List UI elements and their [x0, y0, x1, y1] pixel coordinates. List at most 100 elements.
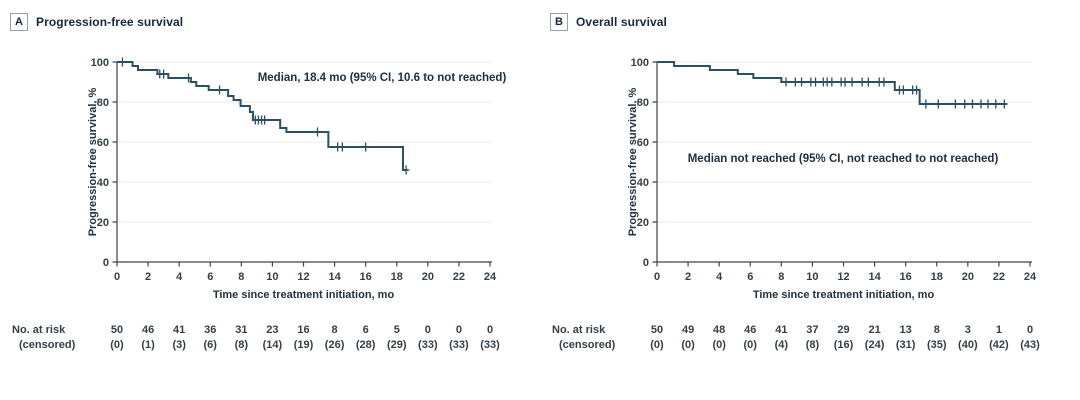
x-tick-label: 0	[114, 271, 120, 283]
censored-count: (19)	[294, 339, 314, 351]
panel-a-title: Progression-free survival	[36, 15, 184, 29]
at-risk-count: 48	[713, 324, 725, 336]
censored-count: (14)	[263, 339, 283, 351]
y-tick-label: 60	[637, 137, 649, 149]
censored-count: (33)	[480, 339, 500, 351]
censored-count: (28)	[356, 339, 376, 351]
at-risk-count: 41	[173, 324, 185, 336]
y-axis-label: Progression-free survival, %	[87, 88, 99, 237]
censor-mark	[984, 99, 992, 109]
censor-mark	[858, 77, 866, 87]
x-tick-label: 22	[993, 271, 1005, 283]
censor-mark	[934, 99, 942, 109]
at-risk-count: 0	[1027, 324, 1033, 336]
censored-count: (43)	[1020, 339, 1040, 351]
censored-count: (42)	[989, 339, 1009, 351]
at-risk-count: 8	[934, 324, 940, 336]
censor-mark	[313, 127, 321, 137]
censor-mark	[992, 99, 1000, 109]
y-tick-label: 20	[637, 217, 649, 229]
axes	[116, 62, 492, 263]
x-tick-label: 8	[778, 271, 784, 283]
censor-mark	[880, 77, 888, 87]
x-tick-label: 10	[266, 271, 278, 283]
x-tick-label: 4	[716, 271, 723, 283]
x-tick-label: 22	[453, 271, 465, 283]
censored-count: (0)	[110, 339, 124, 351]
y-tick-label: 0	[103, 257, 109, 269]
y-tick-label: 60	[97, 137, 109, 149]
at-risk-count: 1	[996, 324, 1002, 336]
at-risk-count: 5	[394, 324, 400, 336]
x-tick-label: 20	[422, 271, 434, 283]
at-risk-count: 0	[425, 324, 431, 336]
x-tick-label: 18	[391, 271, 403, 283]
x-axis-label: Time since treatment initiation, mo	[753, 289, 935, 301]
censored-count: (35)	[927, 339, 947, 351]
censor-mark	[968, 99, 976, 109]
censored-count: (0)	[650, 339, 664, 351]
x-tick-label: 4	[176, 271, 183, 283]
x-tick-label: 12	[297, 271, 309, 283]
censored-count: (4)	[775, 339, 789, 351]
censored-count: (16)	[834, 339, 854, 351]
censor-mark	[261, 115, 269, 125]
panel-a-label-badge: A	[10, 13, 28, 31]
censor-mark	[961, 99, 969, 109]
at-risk-count: 16	[297, 324, 309, 336]
x-tick-label: 24	[1024, 271, 1037, 283]
x-tick-label: 12	[837, 271, 849, 283]
at-risk-count: 31	[235, 324, 247, 336]
survival-curve	[117, 61, 408, 171]
at-risk-count: 13	[900, 324, 912, 336]
y-tick-label: 40	[97, 177, 109, 189]
censored-count: (6)	[204, 339, 218, 351]
censor-mark	[899, 85, 907, 95]
censored-count: (26)	[325, 339, 345, 351]
x-axis-label: Time since treatment initiation, mo	[213, 289, 395, 301]
x-tick-label: 2	[145, 271, 151, 283]
panel-b-title: Overall survival	[576, 15, 667, 29]
censored-count: (40)	[958, 339, 978, 351]
panel-b-header: B Overall survival	[550, 13, 667, 31]
at-risk-count: 0	[487, 324, 493, 336]
censored-count: (29)	[387, 339, 407, 351]
censored-count: (0)	[712, 339, 726, 351]
censored-header: (censored)	[19, 339, 76, 351]
y-tick-label: 100	[631, 57, 649, 69]
censor-mark	[828, 77, 836, 87]
x-tick-label: 6	[747, 271, 753, 283]
censored-count: (0)	[681, 339, 695, 351]
censored-count: (8)	[806, 339, 820, 351]
x-tick-label: 10	[806, 271, 818, 283]
at-risk-count: 50	[111, 324, 123, 336]
x-tick-label: 20	[962, 271, 974, 283]
censor-mark	[216, 85, 224, 95]
censor-mark	[160, 69, 168, 79]
censor-mark	[362, 142, 370, 152]
panel-b: B Overall survival 0 20 40 60 80 100 0 2 4 6 8 10 12…	[540, 0, 1080, 400]
x-tick-label: 14	[868, 271, 881, 283]
at-risk-count: 46	[744, 324, 756, 336]
y-axis-label: Progression-free survival, %	[627, 88, 639, 237]
at-risk-count: 50	[651, 324, 663, 336]
panel-a-header: A Progression-free survival	[10, 13, 183, 31]
censored-count: (33)	[418, 339, 438, 351]
x-tick-label: 6	[207, 271, 213, 283]
at-risk-count: 36	[204, 324, 216, 336]
at-risk-count: 46	[142, 324, 154, 336]
x-tick-label: 16	[360, 271, 372, 283]
censor-mark	[812, 77, 820, 87]
censored-count: (8)	[235, 339, 249, 351]
censor-mark	[184, 73, 192, 83]
at-risk-count: 23	[266, 324, 278, 336]
y-tick-label: 80	[97, 97, 109, 109]
y-tick-label: 100	[91, 57, 109, 69]
censor-mark	[338, 142, 346, 152]
censored-count: (31)	[896, 339, 916, 351]
censor-mark	[864, 77, 872, 87]
median-annotation: Median, 18.4 mo (95% CI, 10.6 to not rea…	[258, 72, 507, 84]
censor-mark	[977, 99, 985, 109]
